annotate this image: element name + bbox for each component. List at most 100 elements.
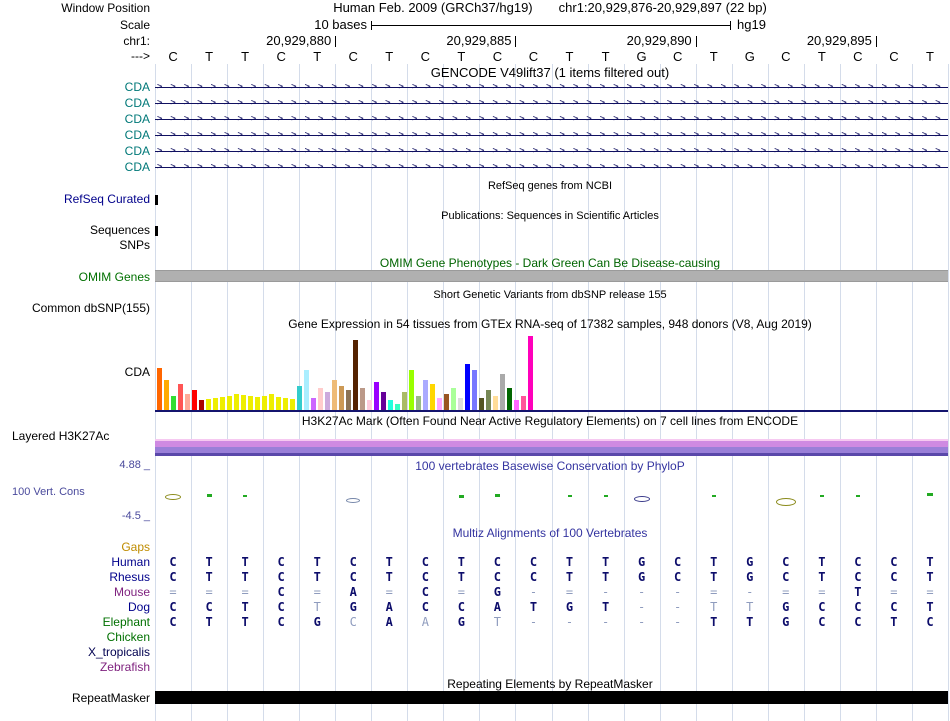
refseq-curated-label[interactable]: RefSeq Curated	[63, 192, 150, 206]
gtex-tissue-bar[interactable]	[353, 340, 358, 410]
gtex-tissue-bar[interactable]	[227, 396, 232, 410]
gtex-tissue-bar[interactable]	[444, 394, 449, 410]
omim-genes-label[interactable]: OMIM Genes	[78, 270, 150, 284]
gtex-tissue-bar[interactable]	[325, 392, 330, 410]
gtex-tissue-bar[interactable]	[276, 397, 281, 410]
gencode-item-label[interactable]: CDA	[124, 144, 150, 158]
gtex-tissue-bar[interactable]	[486, 390, 491, 410]
gtex-tissue-bar[interactable]	[381, 392, 386, 410]
species-label-x-tropicalis[interactable]: X_tropicalis	[87, 645, 150, 659]
gtex-tissue-bar[interactable]	[472, 370, 477, 410]
gencode-gene-line[interactable]	[155, 119, 948, 120]
gtex-tissue-bar[interactable]	[290, 399, 295, 410]
gencode-gene-line[interactable]	[155, 87, 948, 88]
gtex-tissue-bar[interactable]	[192, 390, 197, 410]
gtex-tissue-bar[interactable]	[304, 370, 309, 410]
gtex-tissue-bar[interactable]	[171, 396, 176, 410]
gtex-tissue-bar[interactable]	[248, 396, 253, 410]
gtex-tissue-bar[interactable]	[465, 364, 470, 410]
gtex-tissue-bar[interactable]	[297, 386, 302, 410]
gtex-tissue-bar[interactable]	[388, 400, 393, 410]
gencode-gene-line[interactable]	[155, 167, 948, 168]
gtex-tissue-bar[interactable]	[479, 398, 484, 410]
gencode-item-label[interactable]: CDA	[124, 96, 150, 110]
gtex-tissue-bar[interactable]	[318, 388, 323, 410]
gtex-tissue-bar[interactable]	[220, 397, 225, 410]
gtex-tissue-bar[interactable]	[493, 396, 498, 410]
phylop-track-label[interactable]: 100 Vert. Cons	[12, 486, 85, 498]
gtex-tissue-bar[interactable]	[374, 382, 379, 410]
species-label-rhesus[interactable]: Rhesus	[109, 570, 150, 584]
gridline	[695, 64, 697, 721]
species-label-zebrafish[interactable]: Zebrafish	[99, 660, 150, 674]
gencode-item-label[interactable]: CDA	[124, 160, 150, 174]
gencode-gene-line[interactable]	[155, 151, 948, 152]
gtex-tissue-bar[interactable]	[346, 390, 351, 410]
gtex-tissue-bar[interactable]	[311, 398, 316, 410]
gtex-tissue-bar[interactable]	[241, 395, 246, 410]
gtex-tissue-bar[interactable]	[164, 380, 169, 410]
gtex-tissue-bar[interactable]	[199, 400, 204, 410]
alignment-base: -	[601, 615, 610, 629]
gtex-tissue-bar[interactable]	[367, 400, 372, 410]
h3k27ac-layer-3[interactable]	[155, 447, 948, 453]
alignment-base: G	[637, 555, 646, 569]
species-label-dog[interactable]: Dog	[127, 600, 150, 614]
refseq-clipped-item[interactable]	[155, 195, 158, 205]
gtex-tissue-bar[interactable]	[213, 398, 218, 410]
gtex-tissue-bar[interactable]	[283, 398, 288, 410]
gtex-tissue-bar[interactable]	[402, 392, 407, 410]
gtex-tissue-bar[interactable]	[528, 336, 533, 410]
scale-bar-left-cap	[371, 21, 372, 30]
gencode-gene-line[interactable]	[155, 135, 948, 136]
gtex-tissue-bar[interactable]	[507, 388, 512, 410]
repeatmasker-element-bar[interactable]	[155, 691, 948, 704]
h3k27ac-layer-4[interactable]	[155, 453, 948, 456]
h3k27ac-layer-1[interactable]	[155, 439, 948, 441]
ruler-position-label: 20,929,895	[806, 33, 872, 48]
gtex-tissue-bar[interactable]	[269, 394, 274, 410]
gtex-tissue-bar[interactable]	[514, 400, 519, 410]
common-dbsnp-label[interactable]: Common dbSNP(155)	[31, 301, 150, 315]
snps-label[interactable]: SNPs	[119, 238, 150, 252]
gencode-gene-line[interactable]	[155, 103, 948, 104]
gtex-tissue-bar[interactable]	[423, 380, 428, 410]
repeatmasker-track-label[interactable]: RepeatMasker	[71, 691, 150, 705]
gtex-tissue-bar[interactable]	[262, 396, 267, 410]
publication-clipped-item[interactable]	[155, 226, 158, 236]
gtex-tissue-bar[interactable]	[430, 384, 435, 410]
gencode-item-label[interactable]: CDA	[124, 112, 150, 126]
gtex-tissue-bar[interactable]	[332, 380, 337, 410]
species-label-human[interactable]: Human	[111, 555, 150, 569]
gtex-tissue-bar[interactable]	[339, 386, 344, 410]
gtex-tissue-bar[interactable]	[255, 397, 260, 410]
gtex-tissue-bar[interactable]	[458, 398, 463, 410]
gtex-tissue-bar[interactable]	[521, 396, 526, 410]
phylop-max-label: 4.88 _	[119, 459, 150, 471]
gtex-tissue-bar[interactable]	[409, 370, 414, 410]
h3k27ac-track-label[interactable]: Layered H3K27Ac	[12, 429, 110, 443]
gtex-tissue-bar[interactable]	[416, 396, 421, 410]
gtex-track-label[interactable]: CDA	[124, 365, 150, 379]
gtex-tissue-bar[interactable]	[395, 404, 400, 410]
gtex-tissue-bar[interactable]	[178, 384, 183, 410]
gtex-tissue-bar[interactable]	[157, 368, 162, 410]
omim-gene-bar[interactable]	[155, 270, 948, 282]
gtex-tissue-bar[interactable]	[185, 394, 190, 410]
species-label-mouse[interactable]: Mouse	[113, 585, 150, 599]
sequences-label[interactable]: Sequences	[89, 223, 150, 237]
species-label-gaps[interactable]: Gaps	[121, 540, 150, 554]
species-label-chicken[interactable]: Chicken	[106, 630, 150, 644]
species-label-elephant[interactable]: Elephant	[102, 615, 150, 629]
gencode-item-label[interactable]: CDA	[124, 128, 150, 142]
gtex-tissue-bar[interactable]	[500, 374, 505, 410]
gtex-tissue-bar[interactable]	[206, 399, 211, 410]
gtex-tissue-bar[interactable]	[234, 394, 239, 410]
h3k27ac-layer-2[interactable]	[155, 441, 948, 447]
gtex-tissue-bar[interactable]	[360, 388, 365, 410]
gtex-tissue-bar[interactable]	[437, 398, 442, 410]
gtex-tissue-bar[interactable]	[451, 388, 456, 410]
gencode-item-label[interactable]: CDA	[124, 80, 150, 94]
base-letter: T	[457, 49, 466, 64]
